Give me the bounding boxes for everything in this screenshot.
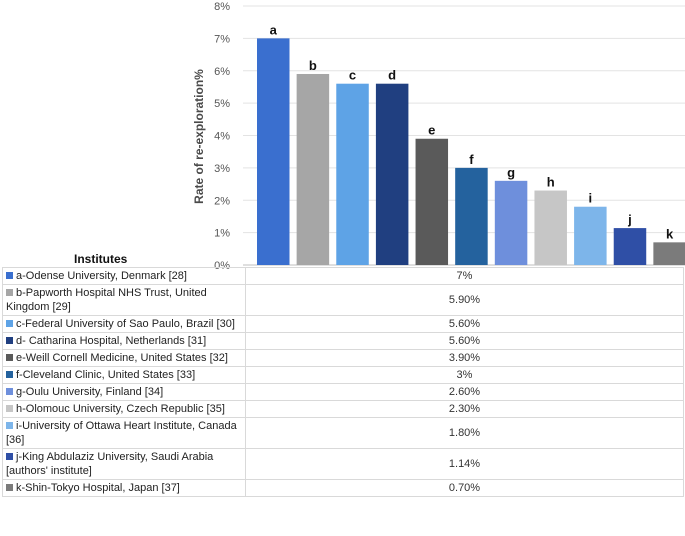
institute-label: f-Cleveland Clinic, United States [33] xyxy=(16,369,196,381)
y-tick-label: 3% xyxy=(214,163,230,175)
bar-c xyxy=(336,83,369,265)
rate-value: 2.60% xyxy=(245,383,684,401)
legend-key-swatch xyxy=(6,320,13,327)
institute-cell: i-University of Ottawa Heart Institute, … xyxy=(2,417,246,449)
institute-label: b-Papworth Hospital NHS Trust, United Ki… xyxy=(6,287,207,313)
x-axis-title: Institutes xyxy=(74,252,128,266)
bar-label-f: f xyxy=(469,152,474,167)
rate-value: 2.30% xyxy=(245,400,684,418)
bar-i xyxy=(574,206,607,265)
table-row: i-University of Ottawa Heart Institute, … xyxy=(2,417,684,449)
rate-value: 7% xyxy=(245,267,684,285)
institute-cell: g-Oulu University, Finland [34] xyxy=(2,383,246,401)
institute-cell: f-Cleveland Clinic, United States [33] xyxy=(2,366,246,384)
bar-label-d: d xyxy=(388,68,396,83)
y-tick-label: 7% xyxy=(214,33,230,45)
rate-value: 1.14% xyxy=(245,448,684,480)
bar-g xyxy=(494,180,528,265)
y-tick-label: 1% xyxy=(214,228,230,240)
institute-label: d- Catharina Hospital, Netherlands [31] xyxy=(16,335,207,347)
bar-d xyxy=(375,83,409,265)
bar-label-g: g xyxy=(507,165,515,180)
institute-cell: b-Papworth Hospital NHS Trust, United Ki… xyxy=(2,284,246,316)
table-row: g-Oulu University, Finland [34] 2.60% xyxy=(2,383,684,401)
table-row: c-Federal University of Sao Paulo, Brazi… xyxy=(2,315,684,333)
rate-value: 5.60% xyxy=(245,315,684,333)
legend-key-swatch xyxy=(6,371,13,378)
rate-value: 5.90% xyxy=(245,284,684,316)
bar-label-h: h xyxy=(547,175,555,190)
y-axis-title: Rate of re-exploration% xyxy=(192,69,206,204)
table-row: e-Weill Cornell Medicine, United States … xyxy=(2,349,684,367)
bar-b xyxy=(296,73,330,265)
rate-value: 5.60% xyxy=(245,332,684,350)
institute-label: e-Weill Cornell Medicine, United States … xyxy=(16,352,228,364)
table-row: f-Cleveland Clinic, United States [33] 3% xyxy=(2,366,684,384)
table-row: b-Papworth Hospital NHS Trust, United Ki… xyxy=(2,284,684,316)
rate-value: 1.80% xyxy=(245,417,684,449)
institute-label: a-Odense University, Denmark [28] xyxy=(16,270,187,282)
bar-label-i: i xyxy=(589,191,593,206)
legend-key-swatch xyxy=(6,272,13,279)
bar-j xyxy=(613,228,647,265)
table-row: d- Catharina Hospital, Netherlands [31] 5… xyxy=(2,332,684,350)
institute-cell: h-Olomouc University, Czech Republic [35… xyxy=(2,400,246,418)
institute-label: c-Federal University of Sao Paulo, Brazi… xyxy=(16,318,235,330)
institute-cell: k-Shin-Tokyo Hospital, Japan [37] xyxy=(2,479,246,497)
bar-label-a: a xyxy=(270,22,278,37)
institute-label: j-King Abdulaziz University, Saudi Arabi… xyxy=(6,451,214,477)
bar-label-c: c xyxy=(349,68,356,83)
bar-label-b: b xyxy=(309,58,317,73)
bar-label-k: k xyxy=(666,226,674,241)
bar-e xyxy=(415,138,449,265)
institute-label: h-Olomouc University, Czech Republic [35… xyxy=(16,403,225,415)
bar-label-j: j xyxy=(627,212,632,227)
rate-value: 3.90% xyxy=(245,349,684,367)
bar-chart: 0% 1% 2% 3% 4% 5% 6% 7% 8% Rate of re-exploration… xyxy=(192,1,685,270)
table-row: j-King Abdulaziz University, Saudi Arabi… xyxy=(2,448,684,480)
rate-value: 0.70% xyxy=(245,479,684,497)
legend-key-swatch xyxy=(6,484,13,491)
bar-a xyxy=(257,38,290,265)
y-tick-label: 2% xyxy=(214,195,230,207)
institute-cell: j-King Abdulaziz University, Saudi Arabi… xyxy=(2,448,246,480)
rate-value: 3% xyxy=(245,366,684,384)
legend-key-swatch xyxy=(6,337,13,344)
bar-h xyxy=(534,190,567,265)
institute-cell: d- Catharina Hospital, Netherlands [31] xyxy=(2,332,246,350)
table-row: a-Odense University, Denmark [28] 7% xyxy=(2,267,684,285)
data-table: a-Odense University, Denmark [28] 7% b-Pap… xyxy=(2,267,684,497)
y-tick-label: 8% xyxy=(214,1,230,13)
legend-key-swatch xyxy=(6,422,13,429)
y-tick-label: 5% xyxy=(214,98,230,110)
legend-key-swatch xyxy=(6,289,13,296)
institute-cell: e-Weill Cornell Medicine, United States … xyxy=(2,349,246,367)
institute-cell: a-Odense University, Denmark [28] xyxy=(2,267,246,285)
bar-k xyxy=(653,242,685,265)
institute-label: g-Oulu University, Finland [34] xyxy=(16,386,164,398)
institute-label: i-University of Ottawa Heart Institute, … xyxy=(6,420,237,446)
table-row: k-Shin-Tokyo Hospital, Japan [37] 0.70% xyxy=(2,479,684,497)
institute-cell: c-Federal University of Sao Paulo, Brazi… xyxy=(2,315,246,333)
legend-key-swatch xyxy=(6,453,13,460)
legend-key-swatch xyxy=(6,405,13,412)
y-tick-label: 4% xyxy=(214,131,230,143)
table-row: h-Olomouc University, Czech Republic [35… xyxy=(2,400,684,418)
y-tick-label: 6% xyxy=(214,66,230,78)
bar-label-e: e xyxy=(428,123,435,138)
legend-key-swatch xyxy=(6,388,13,395)
y-tick-label: 0% xyxy=(214,260,230,270)
legend-key-swatch xyxy=(6,354,13,361)
bar-f xyxy=(455,167,488,265)
institute-label: k-Shin-Tokyo Hospital, Japan [37] xyxy=(16,482,180,494)
